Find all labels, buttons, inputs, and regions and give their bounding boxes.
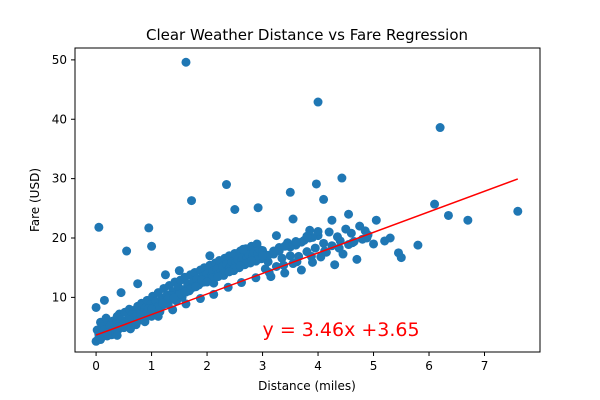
y-tick-label: 20 [52, 231, 67, 245]
points-layer [91, 57, 523, 346]
x-tick-label: 2 [203, 359, 211, 373]
data-point [135, 310, 145, 320]
data-point [99, 295, 109, 305]
data-point [258, 251, 268, 261]
data-point [238, 244, 248, 254]
data-point [280, 241, 290, 251]
data-point [112, 330, 122, 340]
data-point [122, 246, 132, 256]
data-point [346, 228, 356, 238]
data-point [319, 194, 329, 204]
data-point [147, 304, 157, 314]
data-point [369, 239, 379, 249]
data-point [153, 311, 163, 321]
y-tick-label: 40 [52, 112, 67, 126]
data-point [144, 223, 154, 233]
data-point [96, 335, 106, 345]
data-point [224, 267, 234, 277]
y-tick-label: 10 [52, 290, 67, 304]
x-tick-label: 0 [92, 359, 100, 373]
data-point [158, 298, 168, 308]
data-point [181, 57, 191, 67]
y-axis-ticks: 10 20 30 40 50 [52, 53, 75, 304]
data-point [310, 243, 320, 253]
x-tick-label: 4 [314, 359, 322, 373]
data-point [435, 123, 445, 133]
data-point [91, 302, 101, 312]
x-tick-label: 5 [370, 359, 378, 373]
data-point [313, 97, 323, 107]
data-point [277, 253, 287, 263]
data-point [463, 215, 473, 225]
x-axis-label: Distance (miles) [258, 379, 356, 393]
data-point [125, 324, 135, 334]
data-point [213, 272, 223, 282]
y-tick-label: 50 [52, 53, 67, 67]
data-point [147, 241, 157, 251]
x-axis-ticks: 0 1 2 3 4 5 6 7 [92, 352, 488, 373]
data-point [413, 240, 423, 250]
x-tick-label: 6 [425, 359, 433, 373]
data-point [305, 225, 315, 235]
data-point [371, 215, 381, 225]
data-point [235, 261, 245, 271]
data-point [385, 233, 395, 243]
data-point [169, 293, 179, 303]
data-point [285, 187, 295, 197]
regression-line [95, 178, 519, 336]
data-point [285, 251, 295, 261]
data-point [280, 268, 290, 278]
data-point [133, 279, 143, 289]
data-point [180, 287, 190, 297]
data-point [352, 254, 362, 264]
data-point [319, 238, 329, 248]
data-point [202, 277, 212, 287]
data-point [337, 173, 347, 183]
data-point [253, 203, 263, 213]
regression-layer [95, 178, 519, 336]
data-point [94, 222, 104, 232]
data-point [269, 246, 279, 256]
data-point [330, 260, 340, 270]
data-point [205, 251, 215, 261]
data-point [344, 209, 354, 219]
x-tick-label: 1 [148, 359, 156, 373]
data-point [288, 214, 298, 224]
data-point [187, 196, 197, 206]
data-point [271, 231, 281, 241]
data-point [513, 206, 523, 216]
data-point [396, 253, 406, 263]
data-point [313, 226, 323, 236]
data-point [324, 227, 334, 237]
data-point [221, 180, 231, 190]
data-point [191, 282, 201, 292]
x-tick-label: 7 [481, 359, 489, 373]
data-point [296, 265, 306, 275]
y-axis-label: Fare (USD) [28, 168, 42, 232]
y-tick-label: 30 [52, 172, 67, 186]
plot-area-frame [74, 47, 541, 353]
data-point [311, 179, 321, 189]
data-point [230, 205, 240, 214]
data-point [246, 256, 256, 266]
x-tick-label: 3 [259, 359, 267, 373]
data-point [263, 257, 273, 267]
data-point [430, 199, 440, 209]
data-point [174, 266, 184, 276]
data-point [291, 237, 301, 247]
data-point [327, 215, 337, 225]
data-point [160, 270, 170, 280]
chart-title: Clear Weather Distance vs Fare Regressio… [146, 26, 468, 44]
regression-equation-label: y = 3.46x +3.65 [263, 319, 420, 341]
data-point [140, 317, 150, 327]
data-point [443, 210, 453, 220]
data-point [116, 288, 126, 298]
